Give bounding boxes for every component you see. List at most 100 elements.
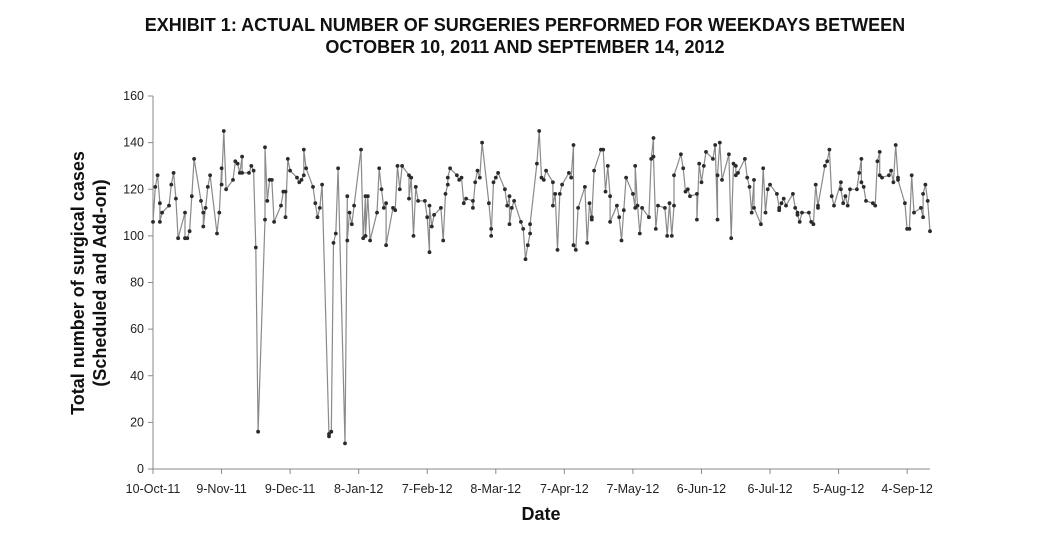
data-point [475, 168, 480, 173]
data-point [345, 238, 350, 243]
data-point [736, 171, 740, 175]
data-point [823, 164, 827, 168]
data-point [269, 178, 274, 182]
data-point [217, 210, 222, 215]
data-point [825, 159, 830, 164]
data-point [573, 248, 578, 252]
data-point [923, 182, 928, 187]
data-point [171, 171, 176, 175]
data-point [576, 206, 580, 210]
data-point [247, 171, 251, 175]
data-point [523, 257, 528, 262]
data-point [283, 189, 288, 194]
data-point [784, 203, 788, 208]
data-point [359, 147, 363, 152]
data-point [795, 213, 800, 217]
data-point [859, 180, 864, 185]
data-point [279, 203, 283, 208]
data-point [647, 215, 651, 220]
data-point [569, 175, 574, 180]
data-point [167, 203, 171, 208]
data-point [413, 185, 418, 189]
data-point [665, 234, 670, 238]
data-point [843, 194, 848, 199]
data-point [715, 173, 720, 178]
data-point [265, 199, 270, 203]
data-point [525, 243, 530, 248]
data-point [759, 222, 763, 227]
data-point [174, 196, 178, 201]
data-point [925, 199, 930, 203]
data-point [313, 201, 318, 206]
data-point [160, 210, 165, 215]
data-point [411, 234, 416, 238]
data-point [603, 189, 608, 194]
data-point [857, 171, 862, 175]
data-point [459, 175, 464, 180]
data-point [919, 206, 923, 210]
data-point [747, 185, 752, 189]
data-point [528, 222, 532, 227]
data-point [896, 178, 900, 182]
data-point [839, 187, 843, 192]
data-point [592, 168, 596, 173]
data-point [349, 222, 354, 227]
data-point [215, 231, 219, 236]
data-point [683, 189, 688, 194]
data-point [299, 178, 304, 182]
y-axis-title-line-2: (Scheduled and Add-on) [90, 179, 110, 386]
data-point [416, 199, 420, 203]
data-point [749, 210, 754, 215]
data-point [457, 178, 462, 182]
data-point [909, 173, 914, 178]
data-point [617, 215, 622, 220]
data-point [445, 175, 450, 180]
series-surgical-cases [151, 129, 932, 446]
data-point [288, 168, 292, 173]
data-point [791, 192, 795, 196]
data-point [535, 161, 539, 166]
data-point [553, 192, 558, 196]
data-point [153, 185, 158, 189]
data-point [471, 206, 475, 210]
data-point [464, 196, 468, 201]
data-point [480, 140, 484, 145]
data-point [155, 173, 160, 178]
data-point [183, 210, 187, 215]
data-point [560, 182, 564, 187]
data-point [912, 210, 916, 215]
x-tick-label: 7-Apr-12 [540, 482, 589, 496]
data-point [189, 194, 194, 199]
data-point [539, 175, 544, 180]
data-point [429, 224, 434, 229]
data-point [219, 182, 224, 187]
data-point [448, 166, 452, 171]
data-point [907, 227, 912, 231]
data-point [240, 154, 245, 159]
data-point [331, 241, 336, 245]
data-point [733, 164, 738, 168]
data-point [832, 203, 836, 208]
data-point [889, 168, 893, 173]
data-point [731, 161, 736, 166]
data-point [583, 185, 587, 189]
data-point [763, 210, 768, 215]
data-point [555, 248, 560, 252]
y-axis: 0 20 40 60 80 100 120 140 160 [123, 89, 154, 476]
data-point [877, 173, 882, 178]
data-point [256, 429, 260, 434]
data-point [320, 182, 324, 187]
data-point [455, 173, 459, 178]
chart-title-line-2: OCTOBER 10, 2011 AND SEPTEMBER 14, 2012 [325, 37, 725, 57]
data-point [423, 199, 427, 203]
data-point [201, 224, 206, 229]
data-point [432, 213, 436, 217]
data-point [701, 164, 706, 168]
y-tick-label: 80 [130, 276, 144, 290]
data-point [567, 171, 571, 175]
y-tick-label: 20 [130, 415, 144, 429]
data-point [551, 203, 555, 208]
data-point [633, 164, 638, 168]
data-point [221, 129, 226, 133]
y-tick-label: 100 [123, 229, 144, 243]
